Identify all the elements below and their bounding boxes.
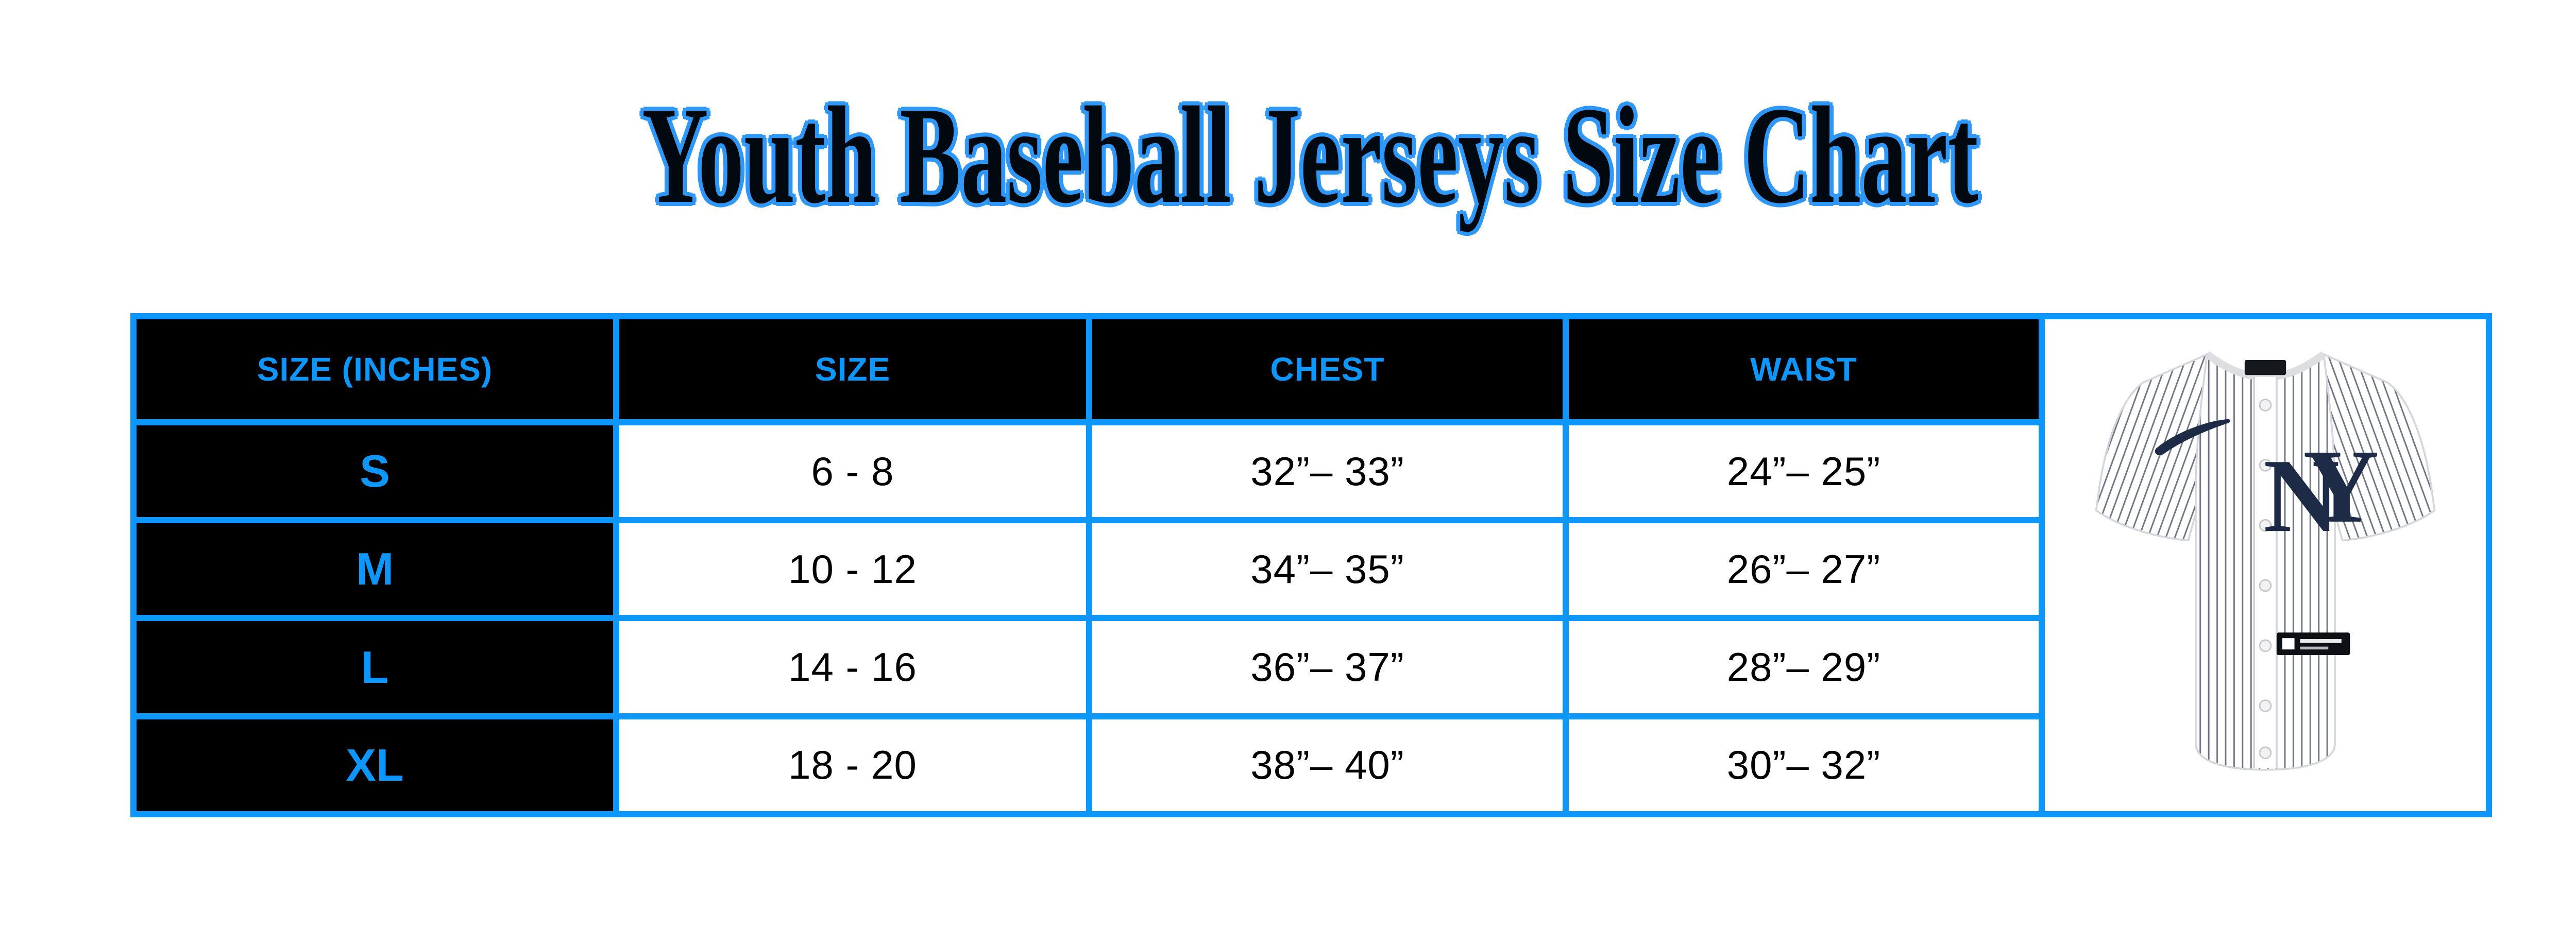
ny-logo-y: Y [2303,428,2379,545]
title-container: Youth Baseball Jerseys Size Chart [0,82,2576,229]
size-range-cell: 14 - 16 [613,615,1092,719]
jersey-collar [2205,351,2326,381]
column-header-chest: CHEST [1086,313,1569,425]
size-label-cell: S [130,419,619,524]
size-label-cell: M [130,517,619,622]
size-label-cell: L [130,615,619,719]
waist-cell: 26”– 27” [1563,517,2045,622]
jersey-left-sleeve [2095,353,2208,542]
nike-swoosh-icon [2155,419,2231,455]
chest-cell: 34”– 35” [1086,517,1569,622]
table-row: L 14 - 16 36”– 37” 28”– 29” [130,615,2489,719]
ny-logo-n: N [2263,438,2340,554]
placket-buttons [2259,399,2272,760]
page-title: Youth Baseball Jerseys Size Chart [642,78,1978,232]
collar-tag [2244,360,2286,375]
jersey-image: N Y [2095,351,2436,771]
waist-cell: 24”– 25” [1563,419,2045,524]
size-range-cell: 18 - 20 [613,713,1092,818]
size-chart-table: SIZE (INCHES) SIZE CHEST WAIST [130,313,2492,818]
waist-cell: 30”– 32” [1563,713,2045,818]
table-row: S 6 - 8 32”– 33” 24”– 25” [130,419,2489,524]
chest-cell: 38”– 40” [1086,713,1569,818]
size-range-cell: 6 - 8 [613,419,1092,524]
ny-logo: N Y [2263,428,2379,554]
column-header-waist: WAIST [1563,313,2045,425]
jersey-right-sleeve [2323,353,2436,542]
table-header-row: SIZE (INCHES) SIZE CHEST WAIST [130,313,2492,817]
table-row: M 10 - 12 34”– 35” 26”– 27” [130,517,2489,622]
column-header-size-inches: SIZE (INCHES) [130,313,619,425]
column-header-size: SIZE [613,313,1092,425]
chest-cell: 32”– 33” [1086,419,1569,524]
waist-cell: 28”– 29” [1563,615,2045,719]
jock-tag [2276,632,2350,656]
size-range-cell: 10 - 12 [613,517,1092,622]
chest-cell: 36”– 37” [1086,615,1569,719]
jersey-image-cell: N Y [2039,313,2492,817]
table-row: XL 18 - 20 38”– 40” 30”– 32” [130,713,2489,818]
size-label-cell: XL [130,713,619,818]
